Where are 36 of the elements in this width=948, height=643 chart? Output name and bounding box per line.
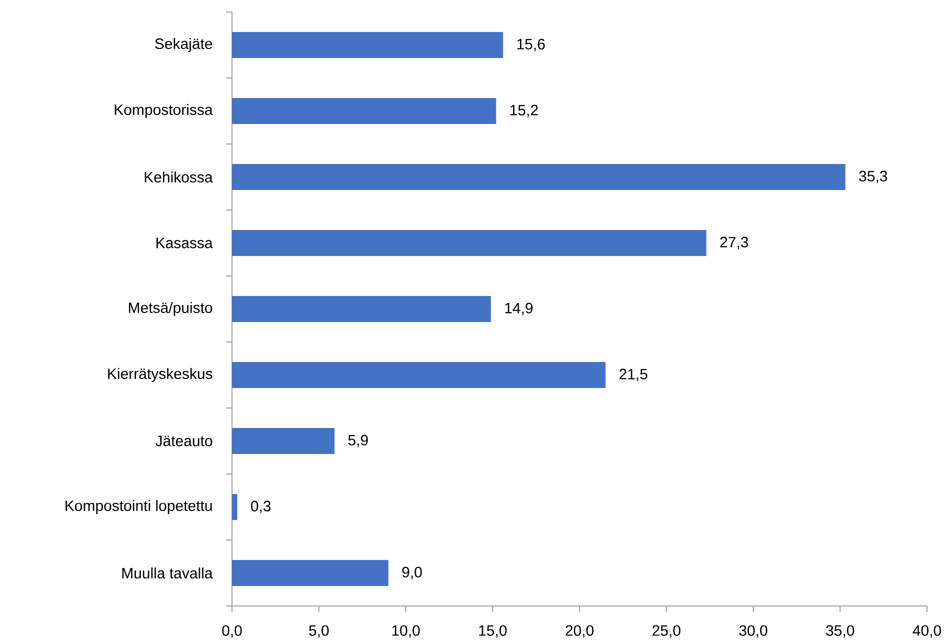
y-tick-label: Kompostointi lopetettu <box>66 500 212 514</box>
data-label: 15,2 <box>510 104 538 118</box>
bar <box>232 362 606 388</box>
data-label: 14,9 <box>505 302 533 316</box>
x-tick-label: 5,0 <box>309 625 329 638</box>
bar <box>232 32 504 58</box>
y-tick-label: Muulla tavalla <box>122 568 213 579</box>
bar <box>232 230 706 256</box>
x-tick-label: 25,0 <box>652 625 680 638</box>
x-tick-label: 30,0 <box>739 625 768 638</box>
bar <box>232 494 238 520</box>
y-tick-label: Kasassa <box>156 238 213 248</box>
y-tick-label: Kompostorissa <box>114 104 213 118</box>
data-label: 35,3 <box>859 170 888 184</box>
bar <box>232 164 846 190</box>
y-tick-label: Jäteauto <box>155 436 212 446</box>
data-label: 21,5 <box>620 368 648 382</box>
x-tick-label: 10,0 <box>392 625 420 638</box>
y-tick-label: Kierrätyskeskus <box>108 368 212 382</box>
y-tick-label: Kehikossa <box>144 172 213 183</box>
x-tick-label: 35,0 <box>826 625 854 638</box>
data-label: 0,3 <box>250 500 271 514</box>
bar <box>232 428 335 454</box>
x-tick-label: 0,0 <box>222 625 242 638</box>
x-tick-label: 40,0 <box>912 625 942 638</box>
x-tick-label: 15,0 <box>479 625 507 638</box>
y-tick-label: Sekajäte <box>155 38 212 52</box>
bar <box>232 296 491 322</box>
bar <box>232 560 388 586</box>
data-label: 5,9 <box>348 434 368 448</box>
bar <box>232 98 496 124</box>
data-label: 9,0 <box>402 566 422 580</box>
data-label: 15,6 <box>517 38 545 52</box>
y-tick-label: Metsä/puisto <box>128 302 212 316</box>
data-label: 27,3 <box>720 236 748 250</box>
x-tick-label: 20,0 <box>566 625 594 638</box>
